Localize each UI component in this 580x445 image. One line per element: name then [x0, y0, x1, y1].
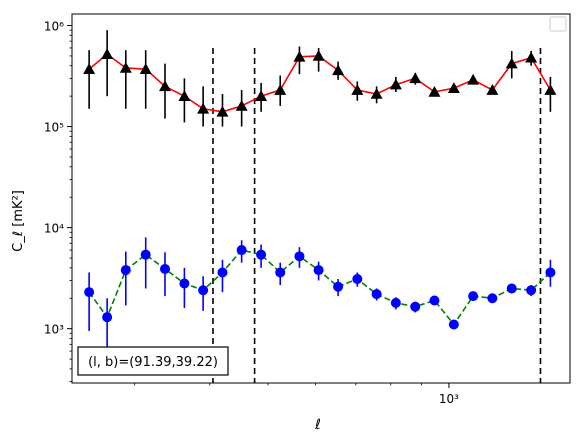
marker-s1-19	[448, 319, 459, 330]
annotation-text: (l, b)=(91.39,39.22)	[88, 355, 218, 370]
marker-s0-10	[274, 84, 287, 95]
marker-s1-3	[140, 249, 151, 260]
marker-s0-3	[139, 63, 152, 74]
marker-s1-15	[371, 289, 382, 300]
marker-s1-17	[410, 301, 421, 312]
marker-s1-5	[179, 278, 190, 289]
series-lines	[88, 53, 552, 326]
marker-s0-11	[293, 50, 306, 62]
marker-s0-1	[101, 48, 114, 60]
marker-s0-17	[409, 72, 422, 84]
y-tick-label-0: 10³	[44, 323, 64, 337]
marker-s0-15	[370, 88, 383, 99]
marker-s0-12	[312, 49, 325, 61]
axes	[71, 13, 571, 384]
marker-s0-21	[486, 84, 499, 95]
marker-s0-2	[119, 61, 132, 73]
marker-s1-10	[275, 267, 286, 278]
marker-s0-24	[544, 84, 557, 95]
marker-s1-0	[84, 287, 95, 298]
series-line-1	[88, 249, 551, 326]
y-axis-label: C_ℓ [mK²]	[11, 190, 26, 252]
marker-s0-18	[428, 85, 441, 97]
marker-s0-14	[351, 84, 364, 95]
ticks: 10³ 10⁴ 10⁵ 10⁶ 10³	[44, 20, 459, 406]
y-tick-label-1: 10⁴	[44, 222, 64, 236]
marker-s1-1	[102, 312, 113, 323]
marker-s1-8	[236, 245, 247, 256]
marker-s0-6	[197, 102, 210, 114]
marker-s0-4	[159, 80, 172, 92]
legend-box	[549, 16, 567, 32]
marker-s1-9	[256, 249, 267, 260]
marker-s0-23	[525, 51, 538, 63]
y-tick-label-3: 10⁶	[44, 20, 64, 34]
error-bars	[88, 30, 552, 352]
marker-s1-11	[294, 251, 305, 262]
marker-s1-14	[352, 274, 363, 285]
series-line-0	[88, 53, 552, 113]
plot-frame	[71, 13, 571, 384]
marker-s0-20	[467, 73, 480, 85]
marker-s0-22	[505, 57, 518, 69]
marker-s0-9	[255, 90, 268, 101]
marker-s0-5	[178, 90, 191, 101]
marker-s1-18	[429, 295, 440, 306]
marker-s1-23	[526, 285, 537, 296]
marker-s0-19	[447, 82, 460, 93]
marker-s1-13	[333, 281, 344, 292]
x-axis-label: ℓ	[314, 417, 321, 433]
marker-s1-21	[487, 293, 498, 304]
marker-s1-6	[198, 285, 209, 296]
marker-s1-2	[120, 265, 131, 276]
marker-s1-7	[217, 267, 228, 278]
marker-s1-22	[506, 283, 517, 294]
marker-s0-16	[389, 78, 402, 90]
marker-s0-0	[83, 63, 96, 74]
marker-s1-24	[545, 267, 556, 278]
y-tick-label-2: 10⁵	[44, 121, 64, 135]
marker-s1-16	[390, 297, 401, 308]
marker-s0-7	[216, 105, 229, 117]
marker-s1-12	[313, 265, 324, 276]
marker-s1-20	[468, 291, 479, 302]
x-tick-label-0: 10³	[439, 392, 459, 406]
marker-s0-8	[235, 99, 248, 111]
vertical-markers	[212, 48, 542, 383]
marker-s1-4	[160, 263, 171, 274]
marker-s0-13	[332, 64, 345, 76]
series-markers	[83, 48, 557, 330]
annotation-box: (l, b)=(91.39,39.22)	[77, 346, 229, 376]
